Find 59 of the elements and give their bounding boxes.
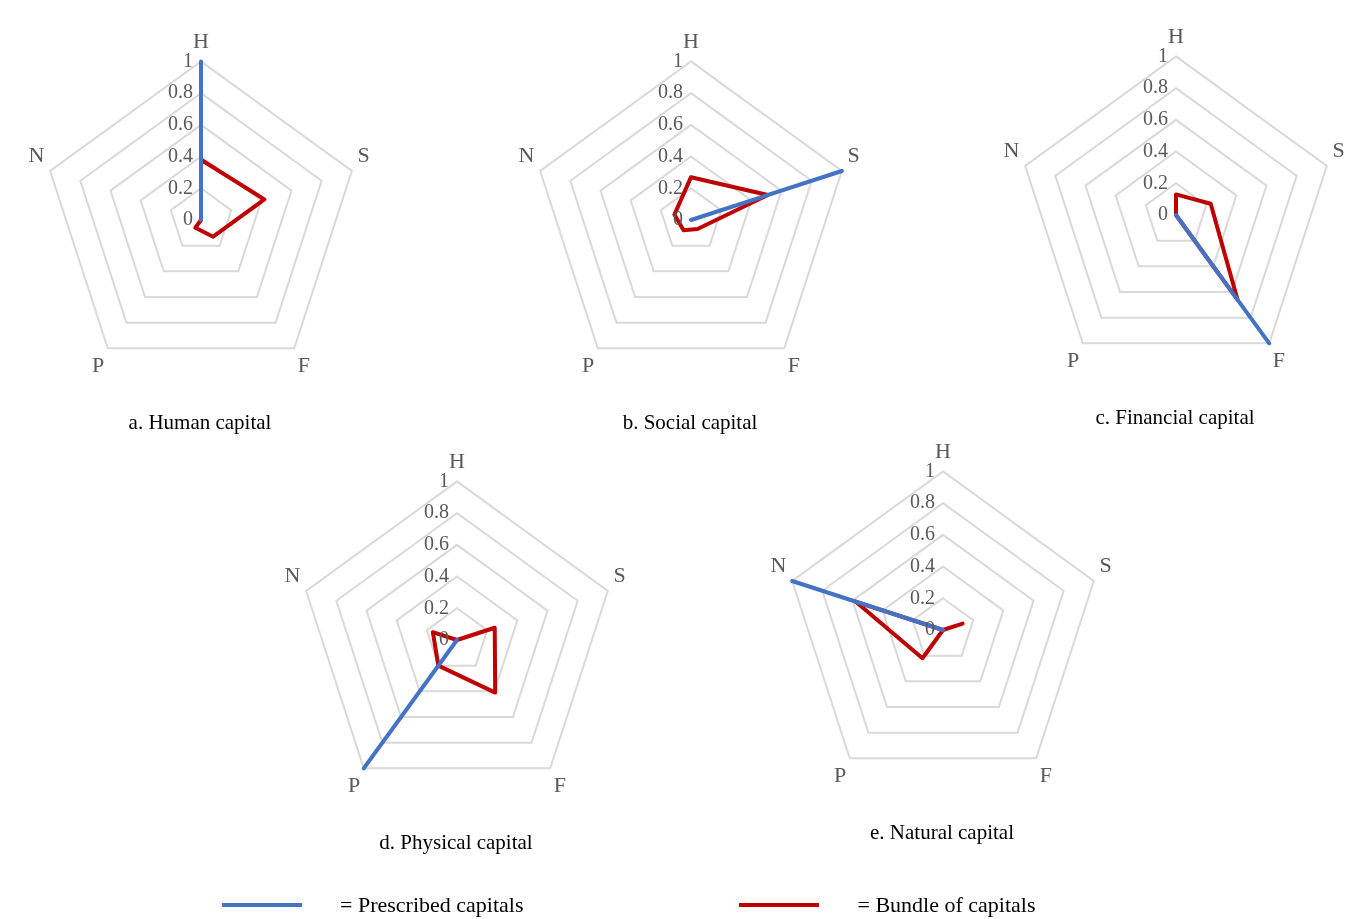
text: d. Physical capital xyxy=(379,829,533,854)
y-tick-label: 0 xyxy=(1158,202,1168,225)
y-tick-label: 0.4 xyxy=(168,143,193,166)
spoke-label: P xyxy=(92,352,105,378)
y-tick-label: 0.6 xyxy=(424,532,449,555)
y-tick-label: 0 xyxy=(183,207,193,230)
y-tick-label: 0.2 xyxy=(424,595,449,618)
spoke-label: S xyxy=(1332,136,1345,162)
y-tick-label: 0.2 xyxy=(910,585,935,608)
y-tick-label: 0.6 xyxy=(910,522,935,545)
spoke-label: N xyxy=(770,551,787,577)
spoke-label: F xyxy=(553,772,566,798)
spoke-label: N xyxy=(518,141,535,167)
spoke-label: P xyxy=(582,352,595,378)
y-tick-label: 0.6 xyxy=(1143,107,1168,130)
y-tick-label: 0.6 xyxy=(658,112,683,135)
spoke-label: H xyxy=(683,27,700,53)
text: c. Financial capital xyxy=(1095,404,1255,429)
spoke-label: H xyxy=(1168,22,1185,48)
y-tick-label: 1 xyxy=(439,468,449,491)
text: a. Human capital xyxy=(128,409,272,434)
y-tick-label: 1 xyxy=(925,458,935,481)
y-tick-label: 0.2 xyxy=(658,175,683,198)
legend-label: = Bundle of capitals xyxy=(857,892,1036,918)
spoke-label: N xyxy=(28,141,45,167)
legend-label: = Prescribed capitals xyxy=(340,892,524,918)
spoke-label: F xyxy=(297,352,310,378)
y-tick-label: 1 xyxy=(1158,43,1168,66)
y-tick-label: 0.4 xyxy=(1143,138,1168,161)
y-tick-label: 1 xyxy=(673,48,683,71)
spoke-label: S xyxy=(357,141,370,167)
y-tick-label: 0.8 xyxy=(1143,75,1168,98)
spoke-label: F xyxy=(1039,762,1052,788)
y-tick-label: 0.2 xyxy=(1143,170,1168,193)
text: b. Social capital xyxy=(622,409,758,434)
spoke-label: P xyxy=(834,762,847,788)
y-tick-label: 0.6 xyxy=(168,112,193,135)
y-tick-label: 0.4 xyxy=(910,553,935,576)
spoke-label: S xyxy=(1099,551,1112,577)
y-tick-label: 0.8 xyxy=(424,500,449,523)
spoke-label: P xyxy=(1067,347,1080,373)
y-tick-label: 0.4 xyxy=(424,563,449,586)
y-tick-label: 0.2 xyxy=(168,175,193,198)
spoke-label: F xyxy=(787,352,800,378)
spoke-label: F xyxy=(1272,347,1285,373)
spoke-label: H xyxy=(449,447,466,473)
text: e. Natural capital xyxy=(869,819,1015,844)
spoke-label: P xyxy=(348,772,361,798)
spoke-label: S xyxy=(847,141,860,167)
y-tick-label: 0.8 xyxy=(910,490,935,513)
y-tick-label: 0.8 xyxy=(658,80,683,103)
spoke-label: N xyxy=(1003,136,1020,162)
spoke-label: H xyxy=(935,437,952,463)
spoke-label: H xyxy=(193,27,210,53)
spoke-label: N xyxy=(284,561,301,587)
spoke-label: S xyxy=(613,561,626,587)
y-tick-label: 0.8 xyxy=(168,80,193,103)
y-tick-label: 1 xyxy=(183,48,193,71)
y-tick-label: 0.4 xyxy=(658,143,683,166)
